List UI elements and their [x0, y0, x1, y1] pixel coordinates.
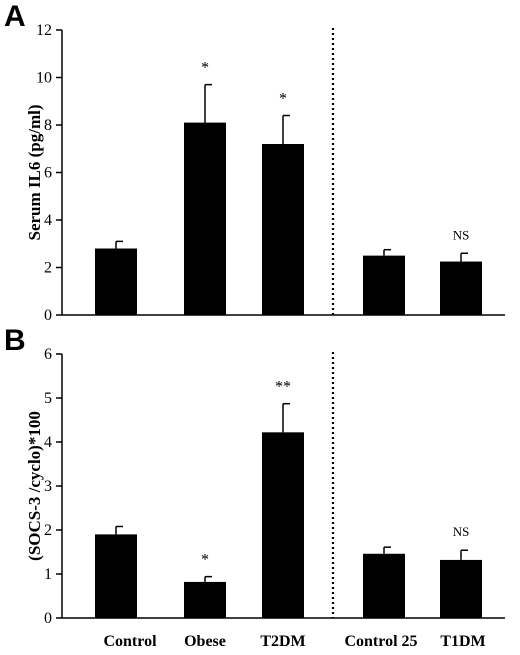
- y-tick-label: 0: [44, 610, 52, 627]
- y-axis-title: (SOCS-3 /cyclo)*100: [25, 411, 44, 561]
- category-label: Control 25: [344, 633, 417, 650]
- y-tick-label: 1: [44, 566, 52, 583]
- category-label: T2DM: [260, 633, 305, 650]
- y-tick-label: 0: [44, 307, 52, 324]
- significance-label: *: [279, 91, 287, 108]
- y-tick-label: 4: [44, 434, 52, 451]
- category-label: Control: [103, 633, 157, 650]
- bar: [184, 581, 226, 618]
- y-tick-label: 5: [44, 390, 52, 407]
- y-tick-label: 10: [36, 70, 52, 87]
- y-tick-label: 3: [44, 478, 52, 495]
- significance-label: NS: [453, 524, 470, 539]
- bar: [440, 261, 482, 315]
- bar: [363, 553, 405, 618]
- y-tick-label: 12: [36, 22, 52, 39]
- panel-a: A 0 2 4 6 8 10 12 Serum IL6 (pg/ml) * * NS: [4, 0, 505, 324]
- panel-letter: B: [4, 324, 26, 357]
- category-labels: Control Obese T2DM Control 25 T1DM: [103, 633, 485, 650]
- y-tick-label: 6: [44, 165, 52, 182]
- panel-letter: A: [4, 0, 26, 33]
- category-label: Obese: [184, 633, 226, 650]
- category-label: T1DM: [440, 633, 485, 650]
- significance-label: *: [201, 552, 209, 569]
- significance-label: **: [275, 379, 291, 396]
- significance-label: NS: [453, 227, 470, 242]
- bar: [440, 559, 482, 618]
- y-tick-label: 6: [44, 346, 52, 363]
- y-tick-label: 2: [44, 522, 52, 539]
- y-tick-label: 8: [44, 117, 52, 134]
- significance-label: *: [201, 60, 209, 77]
- bar: [95, 248, 137, 315]
- bar: [363, 255, 405, 315]
- y-axis-title: Serum IL6 (pg/ml): [25, 105, 44, 241]
- bar: [262, 432, 304, 618]
- y-tick-label: 2: [44, 260, 52, 277]
- bar: [262, 144, 304, 315]
- y-tick-label: 4: [44, 212, 52, 229]
- bar: [95, 534, 137, 618]
- bar: [184, 122, 226, 315]
